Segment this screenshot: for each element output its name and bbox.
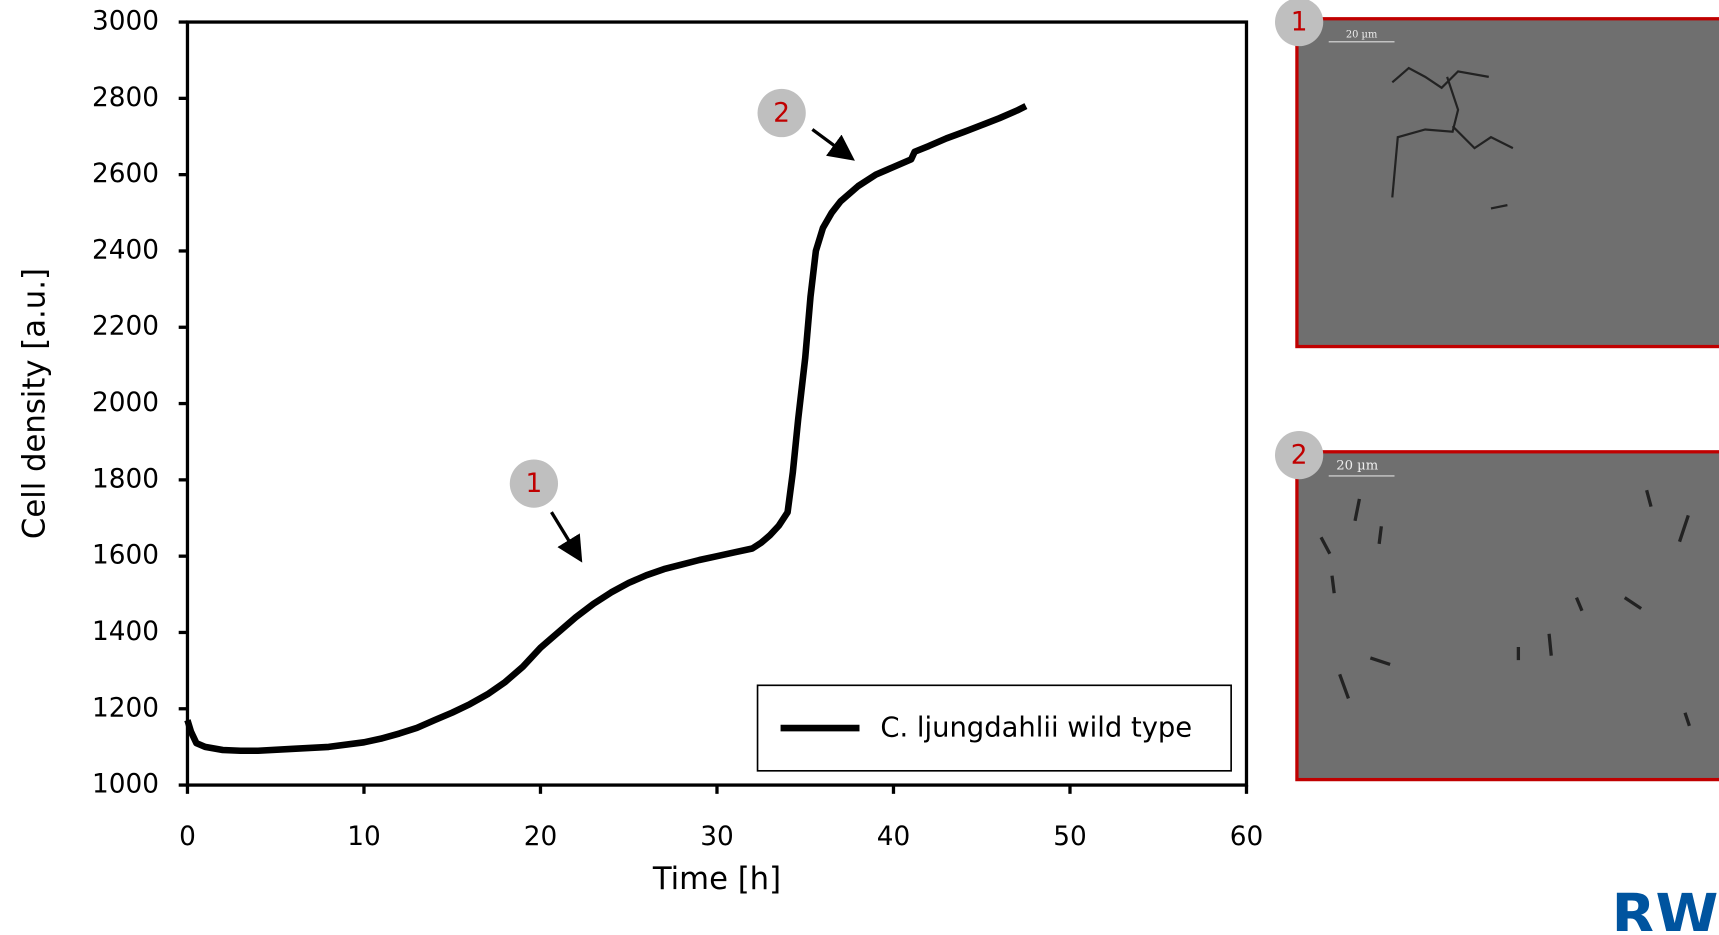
y-axis-label: Cell density [a.u.] [18, 268, 53, 539]
annotation-marker [757, 88, 806, 138]
y-tick-label: 1600 [92, 541, 159, 571]
scale-bar-label: 20 µm [1336, 459, 1378, 474]
y-tick-label: 2200 [92, 312, 159, 342]
annotation-arrow [550, 511, 583, 563]
x-tick-label: 30 [700, 822, 733, 852]
x-axis-label: Time [h] [652, 862, 781, 897]
y-tick-label: 1000 [92, 770, 159, 800]
y-tick-label: 1800 [92, 464, 159, 494]
panel-label: 1 [1291, 8, 1308, 38]
scale-bar-label: 20 µm [1346, 30, 1378, 41]
annotation-label: 2 [773, 99, 790, 129]
legend-box [756, 684, 1232, 772]
x-tick-label: 10 [347, 822, 380, 852]
logo: RW [1612, 882, 1719, 931]
micrograph-2 [1274, 430, 1719, 782]
x-tick-label: 40 [877, 822, 910, 852]
y-tick-label: 2600 [92, 159, 159, 189]
x-tick-label: 60 [1230, 822, 1263, 852]
y-tick-label: 3000 [92, 7, 159, 37]
y-tick-label: 2800 [92, 83, 159, 113]
x-tick-label: 20 [524, 822, 557, 852]
panel-label: 2 [1291, 441, 1308, 471]
annotation-arrow [811, 128, 855, 161]
micrograph-1 [1275, 0, 1719, 349]
y-tick-label: 2000 [92, 388, 159, 418]
x-tick-label: 0 [179, 822, 196, 852]
y-tick-label: 1400 [92, 617, 159, 647]
plot-frame [185, 20, 1249, 787]
data-line [184, 103, 1028, 755]
legend-label: C. ljungdahlii wild type [880, 713, 1192, 744]
y-tick-label: 1200 [92, 693, 159, 723]
x-tick-label: 50 [1053, 822, 1086, 852]
annotation-label: 1 [526, 469, 543, 499]
annotation-marker [509, 459, 559, 508]
y-tick-label: 2400 [92, 235, 159, 265]
